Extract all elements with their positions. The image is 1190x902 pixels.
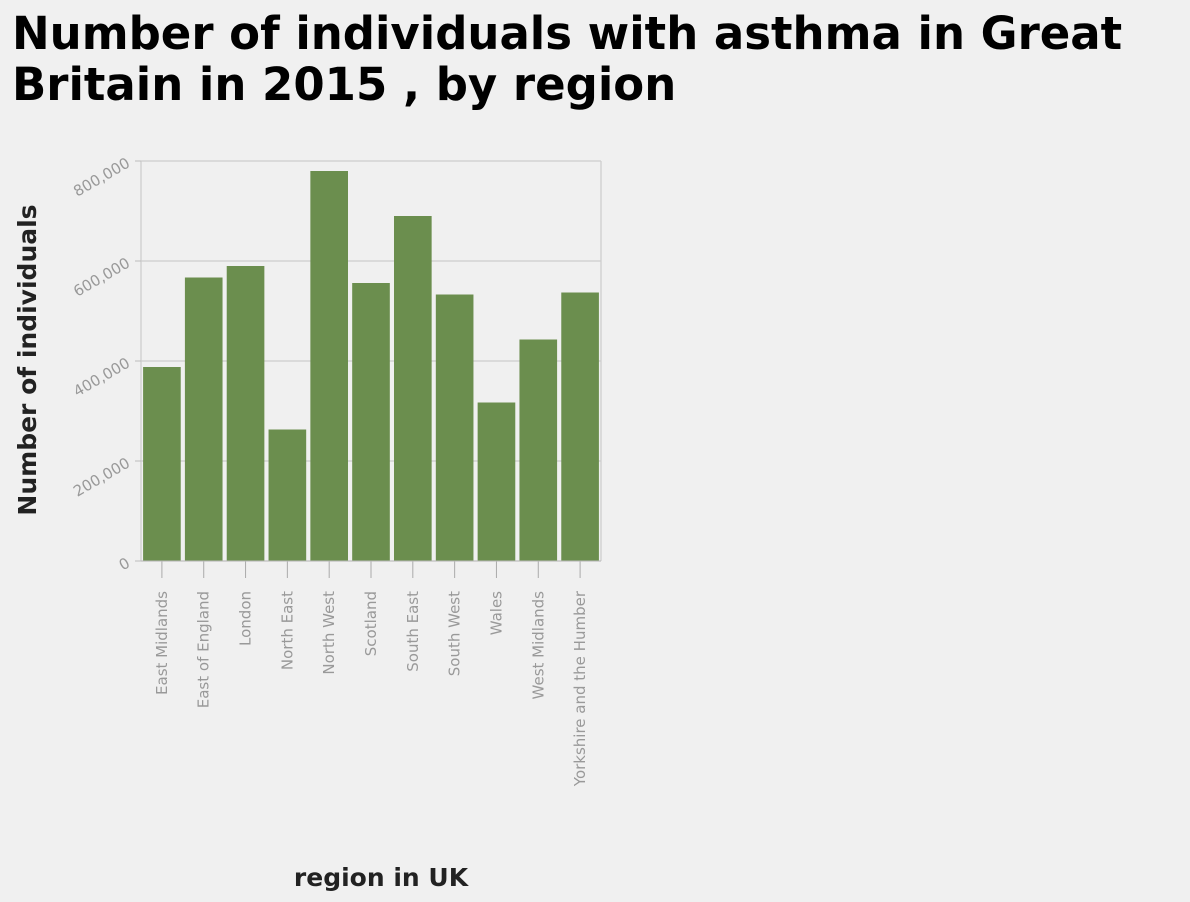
x-tick-label: Yorkshire and the Humber: [571, 590, 589, 787]
bar-east-of-england: [184, 277, 223, 561]
bar-west-midlands: [519, 339, 558, 561]
x-tick-label: London: [237, 591, 255, 646]
bar-scotland: [352, 283, 390, 561]
x-tick-label: South West: [446, 591, 464, 676]
x-axis-ticks: East Midlands East of England London North …: [141, 560, 601, 787]
bar-east-midlands: [143, 367, 181, 561]
bar-london: [226, 266, 265, 561]
bar-north-east: [268, 429, 307, 561]
x-tick-label: Scotland: [362, 591, 380, 656]
bar-south-east: [394, 216, 432, 561]
y-tick-label: 400,000: [70, 354, 133, 401]
x-axis-title: region in UK: [294, 863, 470, 892]
x-tick-label: North East: [278, 591, 296, 670]
y-tick-label: 600,000: [70, 254, 133, 301]
x-tick-label: North West: [320, 591, 338, 675]
bar-north-west: [310, 171, 348, 561]
x-tick-label: West Midlands: [529, 591, 547, 700]
y-axis-title: Number of individuals: [13, 204, 42, 515]
x-tick-label: Wales: [487, 591, 505, 635]
y-tick-label: 200,000: [70, 454, 133, 501]
x-tick-label: South East: [404, 591, 422, 672]
bars: [143, 171, 599, 561]
y-axis-ticks: 0 200,000 400,000 600,000 800,000: [70, 154, 141, 574]
y-tick-label: 0: [116, 554, 133, 574]
bar-south-west: [435, 294, 474, 561]
y-tick-label: 800,000: [70, 154, 133, 201]
chart-title: Number of individuals with asthma in Gre…: [12, 7, 1123, 111]
x-tick-label: East of England: [195, 591, 213, 708]
bar-yorkshire-and-the-humber: [561, 292, 599, 561]
bar-wales: [477, 402, 516, 561]
x-tick-label: East Midlands: [153, 591, 171, 695]
